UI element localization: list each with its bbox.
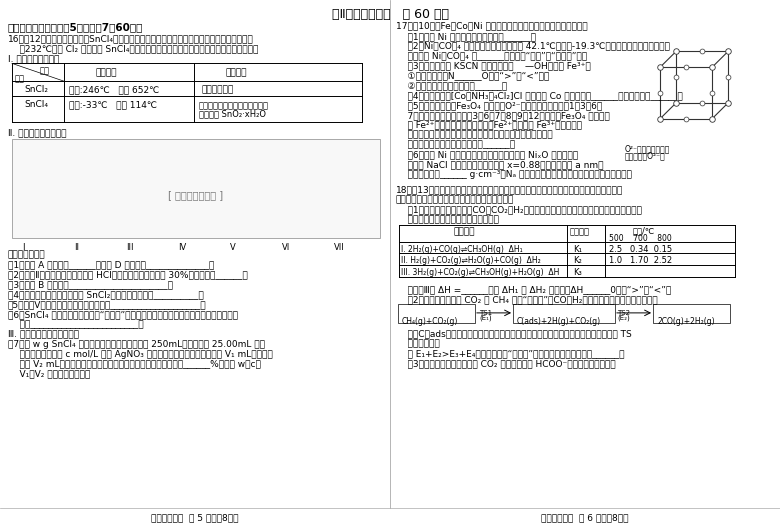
Text: Ⅰ. 查阅资料，得知：: Ⅰ. 查阅资料，得知： bbox=[8, 54, 59, 63]
Text: 平衡常数: 平衡常数 bbox=[570, 228, 590, 237]
Text: 的 Fe²⁺填充在正四面体空隙中，Fe²⁺和另一半 Fe³⁺填充在正八: 的 Fe²⁺填充在正四面体空隙中，Fe²⁺和另一半 Fe³⁺填充在正八 bbox=[396, 121, 582, 130]
Text: VII: VII bbox=[334, 243, 345, 252]
Text: III. 3H₂(g)+CO₂(g)⇌CH₃OH(g)+H₂O(g)  ΔH: III. 3H₂(g)+CO₂(g)⇌CH₃OH(g)+H₂O(g) ΔH bbox=[401, 268, 559, 277]
Text: 2CO(g)+2H₂(g): 2CO(g)+2H₂(g) bbox=[657, 317, 714, 326]
Text: （1）仪器 A 的名称是______，导管 D 的作用是______________。: （1）仪器 A 的名称是______，导管 D 的作用是____________… bbox=[8, 260, 215, 269]
Text: I: I bbox=[22, 243, 24, 252]
Text: 阳离子的正八面体空隙数之比为______。: 阳离子的正八面体空隙数之比为______。 bbox=[396, 141, 515, 150]
Text: 化学性质: 化学性质 bbox=[226, 69, 247, 77]
Text: 高三化学试题  第 6 页（共8页）: 高三化学试题 第 6 页（共8页） bbox=[541, 513, 629, 522]
Text: O²⁻的重复排列方式: O²⁻的重复排列方式 bbox=[625, 144, 670, 154]
Text: 16．（12分）无水四氯化锡（SnCl₄）常用作有机合成的氯化催化剂。实验室可用熔融的锡（熔: 16．（12分）无水四氯化锡（SnCl₄）常用作有机合成的氯化催化剂。实验室可用… bbox=[8, 35, 254, 43]
Text: TS1: TS1 bbox=[479, 310, 492, 316]
Text: Ⅲ. 最后进行产品纯度测定：: Ⅲ. 最后进行产品纯度测定： bbox=[8, 329, 79, 339]
Text: K₂: K₂ bbox=[573, 256, 582, 266]
Text: II: II bbox=[74, 243, 79, 252]
Text: 化学反应: 化学反应 bbox=[454, 228, 476, 237]
Text: (E₂): (E₂) bbox=[617, 315, 629, 321]
Text: 18．（13分）二氧化碓的排放越来越受到能源和环境领域的关注，其综合利用是目前研究的: 18．（13分）二氧化碓的排放越来越受到能源和环境领域的关注，其综合利用是目前研… bbox=[396, 185, 623, 194]
Text: C(ads)+2H(g)+CO₂(g): C(ads)+2H(g)+CO₂(g) bbox=[517, 317, 601, 326]
Text: （6）已知 Ni 可以形成多种氧化物，其中一种 NiₓO 晶体的晶胞: （6）已知 Ni 可以形成多种氧化物，其中一种 NiₓO 晶体的晶胞 bbox=[396, 151, 578, 160]
Text: （6）SnCl₄ 遇氯气，水蔟气产生“液白烟”，因此可用来制作烟幕弹。用化学方程式表示其: （6）SnCl₄ 遇氯气，水蔟气产生“液白烟”，因此可用来制作烟幕弹。用化学方程… bbox=[8, 310, 238, 319]
Text: III: III bbox=[126, 243, 133, 252]
Text: （1）工业上利用合成气（CO，CO₂，H₂）来生产甲醇，有关反应的热化学方程式及其在不: （1）工业上利用合成气（CO，CO₂，H₂）来生产甲醇，有关反应的热化学方程式及… bbox=[396, 205, 642, 214]
Text: 较强的还原性: 较强的还原性 bbox=[202, 85, 234, 94]
Text: 遇水蒸气剧烈水解产生白雾，产: 遇水蒸气剧烈水解产生白雾，产 bbox=[199, 101, 269, 110]
Text: ①第一电离能：N______O（填“>”或“<”）。: ①第一电离能：N______O（填“>”或“<”）。 bbox=[396, 71, 549, 81]
Text: （4）配位化合物[Co（NH₃）₄Cl₂]Cl 中心原子 Co 的配位数为______，配位原子为______。: （4）配位化合物[Co（NH₃）₄Cl₂]Cl 中心原子 Co 的配位数为___… bbox=[396, 91, 682, 100]
Text: （5）如右图所示，Fe₃O₄ 晶体中，O²⁻围成正四面体空隙（1，3，6，: （5）如右图所示，Fe₃O₄ 晶体中，O²⁻围成正四面体空隙（1，3，6， bbox=[396, 101, 602, 110]
Text: （2）Ni（CO）₄ 常温下为无色液体，沸点 42.1℃，熔点-19.3℃，难溶于水，易溶于有机溶: （2）Ni（CO）₄ 常温下为无色液体，沸点 42.1℃，熔点-19.3℃，难溶… bbox=[396, 42, 670, 51]
Text: 500    700    800: 500 700 800 bbox=[609, 234, 672, 243]
Text: 数为 V₂ mL（忽略本参与反应），利用上述数据计算产品纯度为______%（用含 w，c，: 数为 V₂ mL（忽略本参与反应），利用上述数据计算产品纯度为______%（用… bbox=[8, 359, 261, 368]
Text: K₁: K₁ bbox=[573, 245, 582, 254]
Text: 物理性质: 物理性质 bbox=[96, 69, 118, 77]
Text: （3）利用电化学方法可以将 CO₂ 有效地转化为 HCOO⁻，装置如下图所示：: （3）利用电化学方法可以将 CO₂ 有效地转化为 HCOO⁻，装置如下图所示： bbox=[396, 359, 615, 368]
Text: SnCl₂: SnCl₂ bbox=[24, 85, 48, 94]
Text: V: V bbox=[230, 243, 236, 252]
Text: 物质: 物质 bbox=[15, 74, 25, 83]
Text: 三、非选择题：本题共5小题，共7兠60分。: 三、非选择题：本题共5小题，共7兠60分。 bbox=[8, 22, 144, 32]
Text: （3）试剂 B 的作用是______________________。: （3）试剂 B 的作用是______________________。 bbox=[8, 280, 173, 289]
Text: VI: VI bbox=[282, 243, 290, 252]
Text: （4）为防止产品中混入副产物 SnCl₂，可采取的措施有__________。: （4）为防止产品中混入副产物 SnCl₂，可采取的措施有__________。 bbox=[8, 290, 204, 299]
Text: 熔点:-33℃   沸点 114℃: 熔点:-33℃ 沸点 114℃ bbox=[69, 100, 157, 109]
FancyBboxPatch shape bbox=[398, 304, 475, 323]
Text: （白球表示O²⁻）: （白球表示O²⁻） bbox=[625, 152, 666, 161]
Text: 测晶体密度为______ g·cm⁻³（Nₐ 表示阿伏加德罗常数的値，只需列出表达式）。: 测晶体密度为______ g·cm⁻³（Nₐ 表示阿伏加德罗常数的値，只需列出表… bbox=[396, 170, 632, 179]
Text: 同温度下的化学平衡常数如下表所示：: 同温度下的化学平衡常数如下表所示： bbox=[396, 215, 499, 224]
Text: II. H₂(g)+CO₂(g)⇌H₂O(g)+CO(g)  ΔH₂: II. H₂(g)+CO₂(g)⇌H₂O(g)+CO(g) ΔH₂ bbox=[401, 256, 541, 266]
Text: 重要课题之一，试运用所学知识，解决以下问题：: 重要课题之一，试运用所学知识，解决以下问题： bbox=[396, 195, 514, 204]
Text: 2.5   0.34  0.15: 2.5 0.34 0.15 bbox=[609, 245, 672, 254]
Text: 点232℃）与 Cl₂ 反应制备 SnCl₄，某小组拟设计实验制备无水四氯化锡并探究其性质：: 点232℃）与 Cl₂ 反应制备 SnCl₄，某小组拟设计实验制备无水四氯化锡并… bbox=[8, 44, 258, 53]
Text: 面体空隙中，则没有填充阳离子的正四面体空隙数与没有填充: 面体空隙中，则没有填充阳离子的正四面体空隙数与没有填充 bbox=[396, 131, 552, 140]
Text: I. 2H₂(g)+CO(g)⇌CH₃OH(g)  ΔH₁: I. 2H₂(g)+CO(g)⇌CH₃OH(g) ΔH₁ bbox=[401, 245, 523, 254]
Text: Ⅱ. 设计实验，装置如图: Ⅱ. 设计实验，装置如图 bbox=[8, 129, 66, 138]
Text: CH₄(g)+CO₂(g): CH₄(g)+CO₂(g) bbox=[402, 317, 459, 326]
Text: 注：C（ads）为碳质活性炭，方框内包含微粒种类及数目，微粒的相对总能量，其中 TS: 注：C（ads）为碳质活性炭，方框内包含微粒种类及数目，微粒的相对总能量，其中 … bbox=[396, 329, 632, 339]
FancyBboxPatch shape bbox=[12, 139, 380, 237]
Text: 第Ⅱ卷（非选择题   共 60 分）: 第Ⅱ卷（非选择题 共 60 分） bbox=[332, 8, 448, 21]
Text: 若 E₁+E₂>E₃+E₄，则决定制备“合成气”反应速率的化学方程式为______。: 若 E₁+E₂>E₃+E₄，则决定制备“合成气”反应速率的化学方程式为_____… bbox=[396, 349, 625, 359]
Text: ②苯酔中碳原子杂化类型为______。: ②苯酔中碳原子杂化类型为______。 bbox=[396, 81, 507, 90]
Text: 高三化学试题  第 5 页（共8页）: 高三化学试题 第 5 页（共8页） bbox=[151, 513, 239, 522]
Text: （2）装置Ⅱ的用途是除去氯气中的 HCl，用平衡移动原理解释 30%硫酸的作用______。: （2）装置Ⅱ的用途是除去氯气中的 HCl，用平衡移动原理解释 30%硫酸的作用_… bbox=[8, 270, 248, 279]
Text: 17．（10分）Fe，Co，Ni 是几种重要的金属元素。请回答下列问题：: 17．（10分）Fe，Co，Ni 是几种重要的金属元素。请回答下列问题： bbox=[396, 22, 587, 31]
Text: TS2: TS2 bbox=[617, 310, 630, 316]
Text: K₃: K₃ bbox=[573, 268, 582, 277]
Text: 回答下列问题：: 回答下列问题： bbox=[8, 251, 45, 259]
Text: （2）科学家提出利用 CO₂ 与 CH₄ 制备“合成气”（CO，H₂），可能的反应历程如图所示：: （2）科学家提出利用 CO₂ 与 CH₄ 制备“合成气”（CO，H₂），可能的反… bbox=[396, 295, 658, 304]
Text: 原理________________________。: 原理________________________。 bbox=[8, 320, 144, 329]
Text: 剂。推测 Ni（CO）₄ 是______分子（填“极性”或“非极性”）。: 剂。推测 Ni（CO）₄ 是______分子（填“极性”或“非极性”）。 bbox=[396, 51, 587, 61]
Text: 物之一是 SnO₂·xH₂O: 物之一是 SnO₂·xH₂O bbox=[199, 109, 266, 118]
Text: IV: IV bbox=[178, 243, 186, 252]
Text: 结构为 NaCl 型，由于晶体缺陷导致 x=0.88，晶胞参数为 a nm，: 结构为 NaCl 型，由于晶体缺陷导致 x=0.88，晶胞参数为 a nm， bbox=[396, 161, 604, 169]
Text: [ 实验装置示意图 ]: [ 实验装置示意图 ] bbox=[168, 190, 224, 200]
Text: 性质: 性质 bbox=[40, 66, 50, 75]
Text: 液于锥形瓶中，用 c mol/L 标准 AgNO₃ 溶液滴定至终点，滴定前读数为 V₁ mL，终点读: 液于锥形瓶中，用 c mol/L 标准 AgNO₃ 溶液滴定至终点，滴定前读数为… bbox=[8, 349, 273, 359]
Text: V₁，V₂ 的代数式表示）。: V₁，V₂ 的代数式表示）。 bbox=[8, 369, 90, 378]
Text: （1）基态 Ni 原子的价电子排布式为______。: （1）基态 Ni 原子的价电子排布式为______。 bbox=[396, 32, 536, 41]
FancyBboxPatch shape bbox=[513, 304, 615, 323]
Text: SnCl₄: SnCl₄ bbox=[24, 100, 48, 109]
Text: 则反应Ⅲ的 ΔH =______（用 ΔH₁ 和 ΔH₂ 表示），ΔH______0（填“>”或“<”）: 则反应Ⅲ的 ΔH =______（用 ΔH₁ 和 ΔH₂ 表示），ΔH_____… bbox=[396, 285, 672, 294]
Text: 温度/℃: 温度/℃ bbox=[633, 227, 655, 236]
Text: 7围成）和正八面体空隙（3，6，7，8，9，12围成），Fe₃O₄ 中有一半: 7围成）和正八面体空隙（3，6，7，8，9，12围成），Fe₃O₄ 中有一半 bbox=[396, 111, 610, 120]
FancyBboxPatch shape bbox=[653, 304, 730, 323]
Text: 熔点:246℃   沸点 652℃: 熔点:246℃ 沸点 652℃ bbox=[69, 85, 159, 94]
Text: （7）取 w g SnCl₄ 产品用谱蒸馅水收得到吸收液 250mL，准确量取 25.00mL 吸收: （7）取 w g SnCl₄ 产品用谱蒸馅水收得到吸收液 250mL，准确量取 … bbox=[8, 339, 265, 349]
Text: 表示过渡态。: 表示过渡态。 bbox=[396, 339, 440, 349]
Text: (E₁): (E₁) bbox=[479, 315, 491, 321]
Text: （3）实验室常用 KSCN 溶液或苯酔（    —OH）检验 Fe³⁺。: （3）实验室常用 KSCN 溶液或苯酔（ —OH）检验 Fe³⁺。 bbox=[396, 61, 590, 71]
Text: （5）装置Ⅴ采用多孔耗高温滤泡的目的是____________________。: （5）装置Ⅴ采用多孔耗高温滤泡的目的是____________________。 bbox=[8, 300, 207, 309]
Text: 1.0   1.70  2.52: 1.0 1.70 2.52 bbox=[609, 256, 672, 266]
